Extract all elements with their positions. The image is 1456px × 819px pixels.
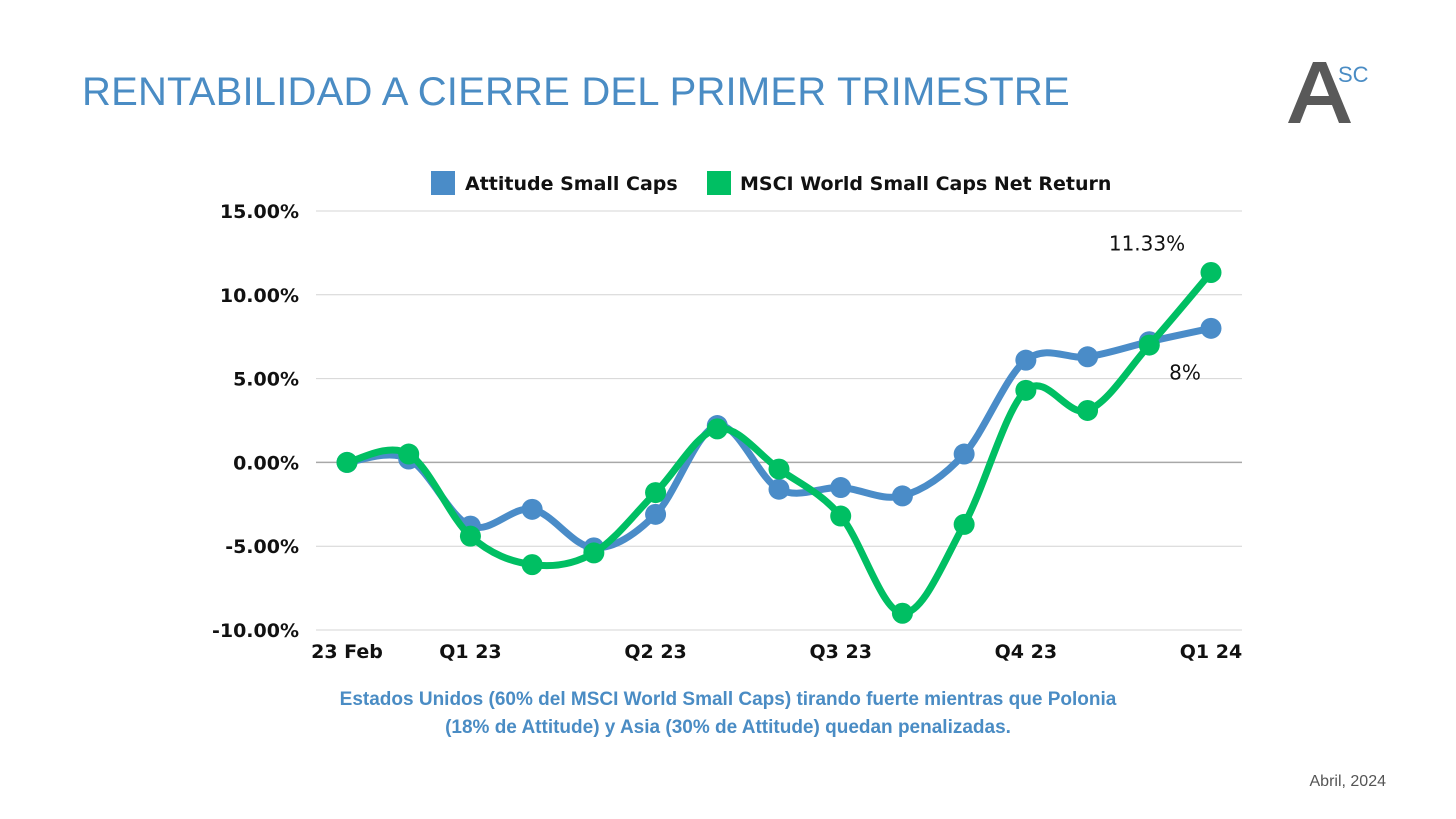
y-axis-ticks: 15.00% 10.00% 5.00% 0.00% -5.00% -10.00% [212, 201, 299, 642]
data-point [1077, 346, 1099, 368]
data-point [768, 458, 790, 480]
y-tick-label: 15.00% [220, 201, 299, 223]
company-logo: SC [1288, 62, 1369, 123]
data-point [336, 451, 358, 473]
chart-caption: Estados Unidos (60% del MSCI World Small… [0, 686, 1456, 742]
data-point [645, 503, 667, 525]
data-point [768, 478, 790, 500]
series-line [343, 324, 1215, 552]
data-point [953, 443, 975, 465]
data-point [1200, 262, 1222, 284]
y-tick-label: 10.00% [220, 285, 299, 307]
x-tick-label: Q4 23 [995, 641, 1057, 663]
legend-swatch-attitude [431, 171, 455, 195]
annotations: 11.33% 8% [1109, 232, 1201, 385]
grid-lines [316, 210, 1242, 631]
y-tick-label: 5.00% [233, 369, 299, 391]
data-point [891, 485, 913, 507]
data-label: 11.33% [1109, 232, 1185, 256]
chart: 15.00% 10.00% 5.00% 0.00% -5.00% -10.00% 23 F… [212, 171, 1242, 663]
data-point [1200, 317, 1222, 339]
x-tick-label: Q1 23 [439, 641, 501, 663]
data-point [1015, 379, 1037, 401]
data-point [521, 498, 543, 520]
data-point [953, 513, 975, 535]
logo-superscript: SC [1338, 62, 1369, 87]
data-point [459, 525, 481, 547]
y-tick-label: -10.00% [212, 620, 299, 642]
data-point [645, 482, 667, 504]
legend-label-msci: MSCI World Small Caps Net Return [740, 173, 1111, 195]
y-tick-label: 0.00% [233, 452, 299, 474]
data-point [891, 602, 913, 624]
data-label: 8% [1169, 360, 1201, 384]
legend-swatch-msci [707, 171, 731, 195]
data-point [1138, 334, 1160, 356]
x-tick-label: 23 Feb [311, 641, 383, 663]
data-point [830, 477, 852, 499]
x-tick-label: Q3 23 [809, 641, 871, 663]
series-line [343, 269, 1215, 617]
data-point [521, 554, 543, 576]
y-tick-label: -5.00% [225, 536, 299, 558]
data-point [583, 542, 605, 564]
data-point [1077, 399, 1099, 421]
data-point [1015, 349, 1037, 371]
data-point [398, 443, 420, 465]
x-tick-label: Q2 23 [624, 641, 686, 663]
caption-line-1: Estados Unidos (60% del MSCI World Small… [339, 689, 1117, 710]
x-axis-ticks: 23 Feb Q1 23 Q2 23 Q3 23 Q4 23 Q1 24 [311, 641, 1242, 663]
data-point [706, 418, 728, 440]
legend: Attitude Small Caps MSCI World Small Cap… [431, 171, 1111, 195]
series [336, 262, 1222, 624]
legend-label-attitude: Attitude Small Caps [465, 173, 678, 195]
footer-date: Abril, 2024 [1309, 773, 1387, 790]
page-title: RENTABILIDAD A CIERRE DEL PRIMER TRIMEST… [82, 70, 1070, 114]
caption-line-2: (18% de Attitude) y Asia (30% de Attitud… [445, 717, 1011, 738]
x-tick-label: Q1 24 [1180, 641, 1242, 663]
series-msci [336, 262, 1222, 624]
series-attitude [336, 317, 1222, 559]
data-point [830, 505, 852, 527]
